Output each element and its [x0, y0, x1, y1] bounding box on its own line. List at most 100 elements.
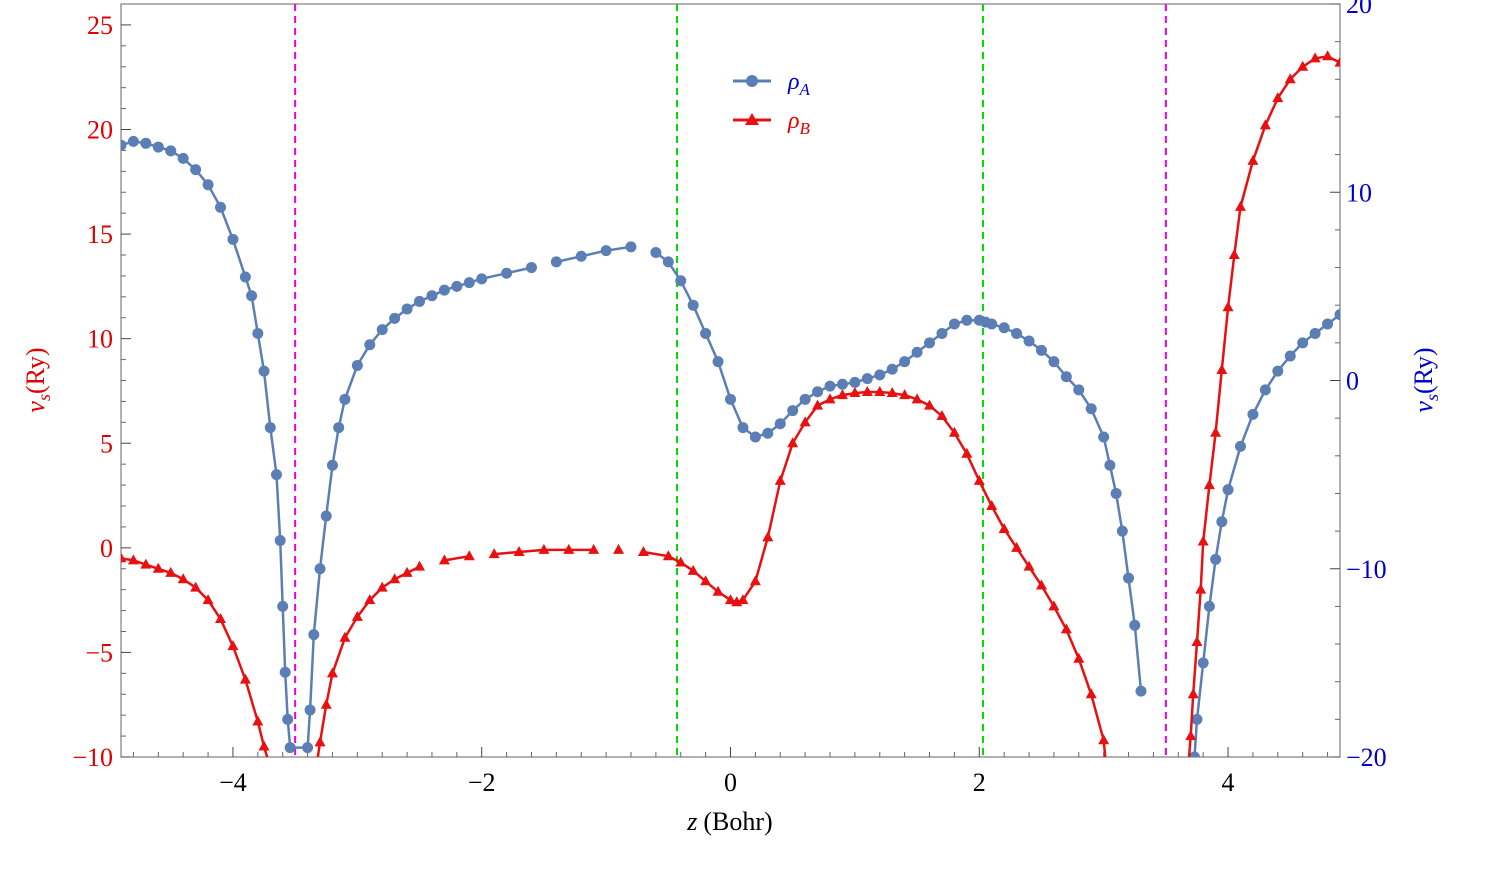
- data-point-a: [1191, 713, 1203, 725]
- data-point-a: [302, 742, 314, 754]
- data-point-a: [874, 369, 886, 381]
- data-point-a: [687, 299, 699, 311]
- legend-label-a: ρA: [787, 69, 811, 99]
- data-point-b: [326, 667, 338, 678]
- data-point-b: [1183, 761, 1194, 771]
- data-point-b: [712, 585, 724, 596]
- data-point-b: [899, 389, 911, 400]
- y-axis-right-title: vs(Ry): [1409, 347, 1442, 412]
- data-point-b: [1035, 579, 1047, 590]
- data-point-a: [861, 373, 873, 385]
- data-point-a: [1210, 553, 1222, 565]
- data-point-b: [799, 416, 811, 427]
- data-point-a: [339, 393, 351, 405]
- data-point-b: [675, 556, 687, 567]
- data-point-a: [836, 378, 848, 390]
- data-point-a: [1234, 440, 1246, 452]
- data-point-a: [438, 284, 450, 296]
- data-point-a: [849, 376, 861, 388]
- data-point-b: [401, 566, 413, 577]
- data-point-b: [1228, 249, 1240, 259]
- data-point-a: [279, 666, 291, 678]
- y-right-tick-label: 0: [1346, 367, 1359, 396]
- data-point-a: [239, 271, 251, 283]
- data-point-b: [389, 573, 401, 584]
- data-point-b: [1309, 52, 1321, 63]
- data-point-b: [1259, 119, 1271, 130]
- data-point-b: [165, 566, 177, 577]
- data-point-a: [600, 245, 612, 257]
- data-point-b: [1073, 652, 1085, 663]
- data-point-a: [712, 356, 724, 368]
- y-left-tick-label: −5: [85, 638, 113, 667]
- data-point-b: [662, 550, 674, 561]
- data-point-a: [1110, 487, 1122, 499]
- data-point-b: [749, 575, 761, 586]
- data-point-a: [451, 280, 463, 292]
- data-point-b: [924, 399, 936, 410]
- data-point-b: [140, 558, 152, 569]
- data-point-a: [986, 318, 998, 330]
- series-layer: [121, 50, 1340, 771]
- data-point-b: [1234, 200, 1246, 211]
- data-point-b: [127, 554, 139, 565]
- reference-lines: [294, 4, 1167, 757]
- data-point-b: [1322, 50, 1334, 61]
- data-point-a: [364, 339, 376, 351]
- data-point-b: [1216, 364, 1228, 375]
- data-point-a: [274, 535, 286, 547]
- data-point-b: [364, 594, 376, 605]
- data-point-b: [190, 581, 202, 592]
- data-point-a: [787, 405, 799, 417]
- data-point-b: [1247, 154, 1259, 165]
- y-right-tick-label: 20: [1346, 0, 1372, 19]
- data-point-a: [948, 318, 960, 330]
- series-line-b: [1187, 54, 1340, 757]
- data-point-a: [414, 295, 426, 307]
- data-point-b: [911, 393, 923, 404]
- data-point-a: [246, 290, 258, 302]
- data-point-b: [588, 543, 600, 554]
- data-point-b: [687, 564, 699, 575]
- data-point-a: [737, 422, 749, 434]
- data-point-a: [282, 713, 294, 725]
- data-point-b: [725, 594, 736, 605]
- data-point-a: [121, 139, 127, 151]
- data-point-b: [1187, 688, 1199, 699]
- data-point-a: [270, 469, 282, 481]
- data-point-a: [140, 137, 152, 149]
- data-point-b: [414, 560, 426, 571]
- data-point-b: [1222, 301, 1234, 312]
- y-left-tick-label: 10: [87, 325, 113, 354]
- data-point-a: [911, 346, 923, 358]
- data-point-a: [152, 141, 164, 153]
- x-axis-title: z (Bohr): [686, 807, 772, 836]
- data-point-a: [389, 312, 401, 324]
- data-point-b: [1197, 535, 1209, 546]
- data-point-b: [774, 474, 786, 485]
- data-point-a: [1259, 384, 1271, 396]
- data-point-b: [700, 575, 712, 586]
- data-point-b: [824, 393, 836, 404]
- data-point-a: [320, 510, 332, 522]
- data-point-b: [215, 612, 227, 623]
- data-point-b: [314, 736, 326, 747]
- y-left-tick-label: 15: [87, 220, 113, 249]
- data-point-b: [267, 761, 278, 771]
- data-point-b: [1297, 60, 1309, 71]
- data-point-a: [1216, 516, 1228, 528]
- data-point-a: [1197, 657, 1209, 669]
- data-point-a: [304, 704, 316, 716]
- data-point-b: [998, 523, 1010, 534]
- legend-marker-b: [745, 113, 759, 125]
- data-point-b: [637, 546, 649, 557]
- data-point-b: [513, 546, 525, 557]
- data-point-a: [1135, 685, 1147, 697]
- data-point-a: [1104, 459, 1116, 471]
- data-point-a: [1188, 751, 1200, 757]
- data-point-a: [625, 241, 637, 253]
- y-left-tick-label: −10: [72, 743, 113, 772]
- data-point-a: [812, 386, 824, 398]
- data-point-a: [326, 459, 338, 471]
